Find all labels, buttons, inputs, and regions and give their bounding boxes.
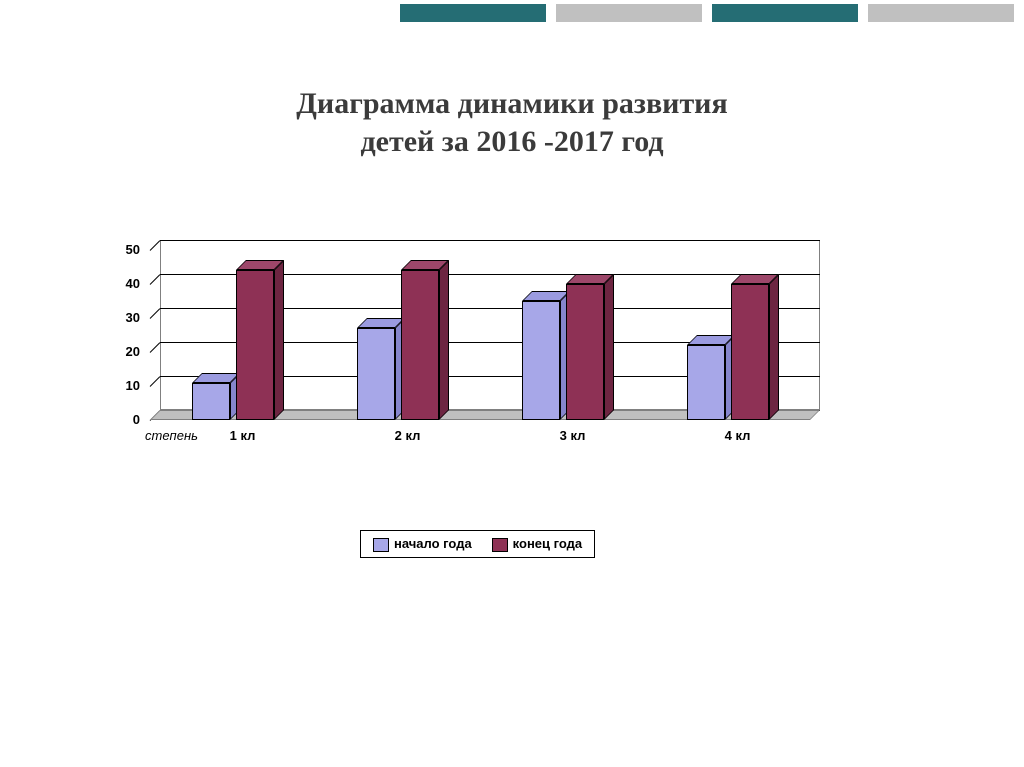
bar-конец-года <box>401 270 439 420</box>
bar-начало-года <box>687 345 725 420</box>
grid-tick <box>150 308 161 319</box>
decor-bar <box>868 4 1014 22</box>
legend-swatch <box>492 538 508 552</box>
slide: Диаграмма динамики развития детей за 201… <box>0 0 1024 767</box>
y-tick-label: 40 <box>100 276 140 291</box>
gridline <box>160 240 820 241</box>
y-tick-label: 0 <box>100 412 140 427</box>
title-line-2: детей за 2016 -2017 год <box>360 125 663 158</box>
title-line-1: Диаграмма динамики развития <box>296 87 727 120</box>
grid-tick <box>150 342 161 353</box>
page-title: Диаграмма динамики развития детей за 201… <box>0 85 1024 160</box>
header-decor-bars <box>0 0 1024 28</box>
legend-swatch <box>373 538 389 552</box>
legend-item: конец года <box>492 536 582 552</box>
bar-конец-года <box>236 270 274 420</box>
grid-tick <box>150 376 161 387</box>
grid-tick <box>150 274 161 285</box>
legend: начало года конец года <box>360 530 595 558</box>
decor-bar <box>712 4 858 22</box>
decor-bar <box>400 4 546 22</box>
y-tick-label: 50 <box>100 242 140 257</box>
bar-конец-года <box>731 284 769 420</box>
x-tick-label: 1 кл <box>160 428 325 443</box>
y-tick-label: 10 <box>100 378 140 393</box>
legend-item: начало года <box>373 536 472 552</box>
y-tick-label: 20 <box>100 344 140 359</box>
plot-area: 0 10 20 30 40 50 <box>100 240 820 424</box>
decor-bar <box>556 4 702 22</box>
x-tick-label: 3 кл <box>490 428 655 443</box>
y-tick-label: 30 <box>100 310 140 325</box>
grid-tick <box>150 240 161 251</box>
bar-конец-года <box>566 284 604 420</box>
legend-label: начало года <box>394 536 472 551</box>
x-axis-labels: 1 кл2 кл3 кл4 кл <box>160 428 820 443</box>
bar-начало-года <box>522 301 560 420</box>
x-tick-label: 4 кл <box>655 428 820 443</box>
legend-label: конец года <box>513 536 582 551</box>
bar-начало-года <box>357 328 395 420</box>
x-tick-label: 2 кл <box>325 428 490 443</box>
bar-chart: 01020304050 степень 1 кл2 кл3 кл4 кл <box>100 240 820 424</box>
bar-начало-года <box>192 383 230 420</box>
